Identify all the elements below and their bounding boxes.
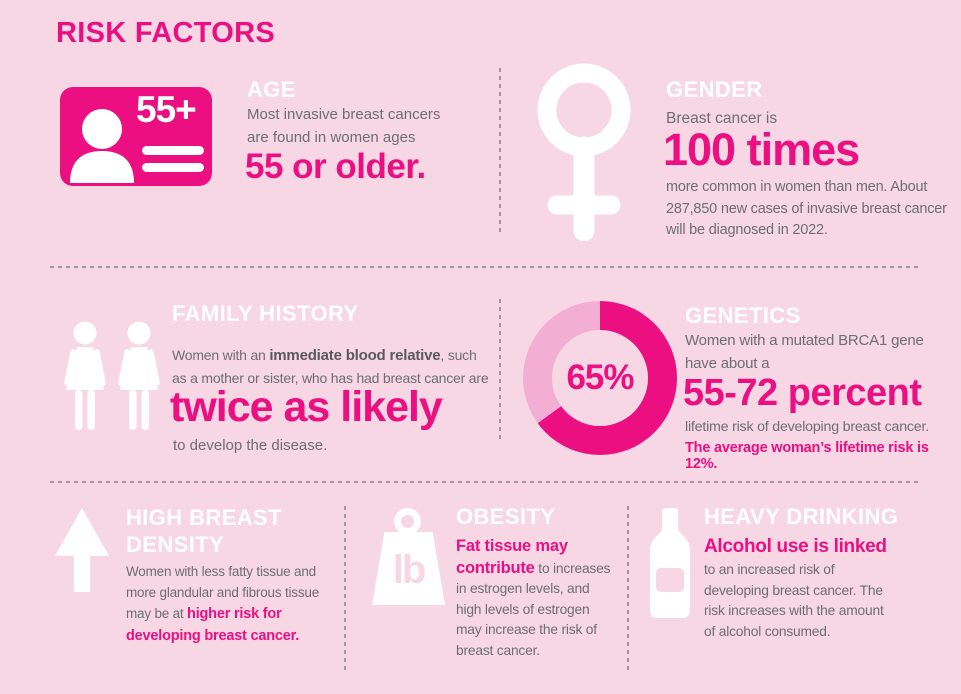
high-breast-density-body-text: Women with less fatty tissue and more gl… <box>126 561 319 647</box>
age-body-text: Most invasive breast cancers are found i… <box>247 106 441 146</box>
age-highlight: 55 or older. <box>245 147 426 186</box>
gender-intro-text: Breast cancer is <box>666 110 778 127</box>
age-heading: AGE <box>247 77 296 102</box>
up-arrow-icon <box>55 508 109 592</box>
gender-heading: GENDER <box>666 77 763 102</box>
high-breast-density-heading: HIGH BREAST DENSITY <box>126 505 282 557</box>
weight-handle-icon <box>394 508 421 535</box>
card-line-decoration <box>142 146 204 155</box>
obesity-body-suffix: to increases in estrogen levels, and hig… <box>456 560 611 658</box>
genetics-note: The average woman’s lifetime risk is 12%… <box>685 440 929 472</box>
family-history-body-prefix: Women with an <box>172 347 270 363</box>
id-card-icon: 55+ <box>60 87 212 186</box>
family-history-end-text: to develop the disease. <box>173 437 328 454</box>
genetics-body-line3: lifetime risk of developing breast cance… <box>685 419 929 435</box>
gender-highlight: 100 times <box>663 124 860 175</box>
obesity-heading: OBESITY <box>456 504 556 529</box>
heavy-drinking-heading: HEAVY DRINKING <box>704 504 899 529</box>
dashed-divider-vertical-bottom-left <box>344 506 346 670</box>
page-title: RISK FACTORS <box>56 17 275 49</box>
heavy-drinking-body-text: to an increased risk of developing breas… <box>704 562 884 639</box>
obesity-body-bold: Fat tissue may contribute <box>456 537 568 577</box>
obesity-body-text: Fat tissue may contribute to increases i… <box>456 536 610 661</box>
dashed-divider-vertical-top <box>499 68 501 236</box>
dashed-divider-horizontal-2 <box>50 481 918 483</box>
genetics-donut-chart: 65% <box>523 301 677 455</box>
dashed-divider-vertical-middle <box>499 299 501 442</box>
two-women-icon <box>64 321 160 430</box>
donut-center-label: 65% <box>566 358 634 397</box>
genetics-heading: GENETICS <box>685 303 801 328</box>
family-history-body-bold: immediate blood relative <box>269 347 441 364</box>
genetics-body-text: Women with a mutated BRCA1 gene have abo… <box>685 332 924 372</box>
dashed-divider-vertical-bottom-right <box>627 506 629 670</box>
card-line-decoration <box>142 163 204 172</box>
person-silhouette-icon <box>70 109 134 183</box>
dashed-divider-horizontal-1 <box>50 266 918 268</box>
density-body-bold: higher risk for developing breast cancer… <box>126 606 300 644</box>
donut-hole: 65% <box>552 330 648 426</box>
weight-lb-label: lb <box>392 548 427 592</box>
bottle-icon <box>650 508 690 618</box>
genetics-highlight: 55-72 percent <box>683 372 922 414</box>
heavy-drinking-bold-text: Alcohol use is linked <box>704 536 887 557</box>
family-history-heading: FAMILY HISTORY <box>172 301 359 326</box>
density-body-prefix: Women with less fatty tissue and more gl… <box>126 564 320 621</box>
family-history-highlight: twice as likely <box>170 383 443 431</box>
female-symbol-icon <box>537 63 631 241</box>
weight-icon: lb <box>372 532 445 605</box>
age-badge-label: 55+ <box>136 89 197 130</box>
gender-body-text: more common in women than men. About 287… <box>666 179 947 238</box>
family-history-body-suffix: , such as a mother or sister, who has ha… <box>172 347 489 386</box>
family-history-body-text: Women with an immediate blood relative, … <box>172 344 562 390</box>
